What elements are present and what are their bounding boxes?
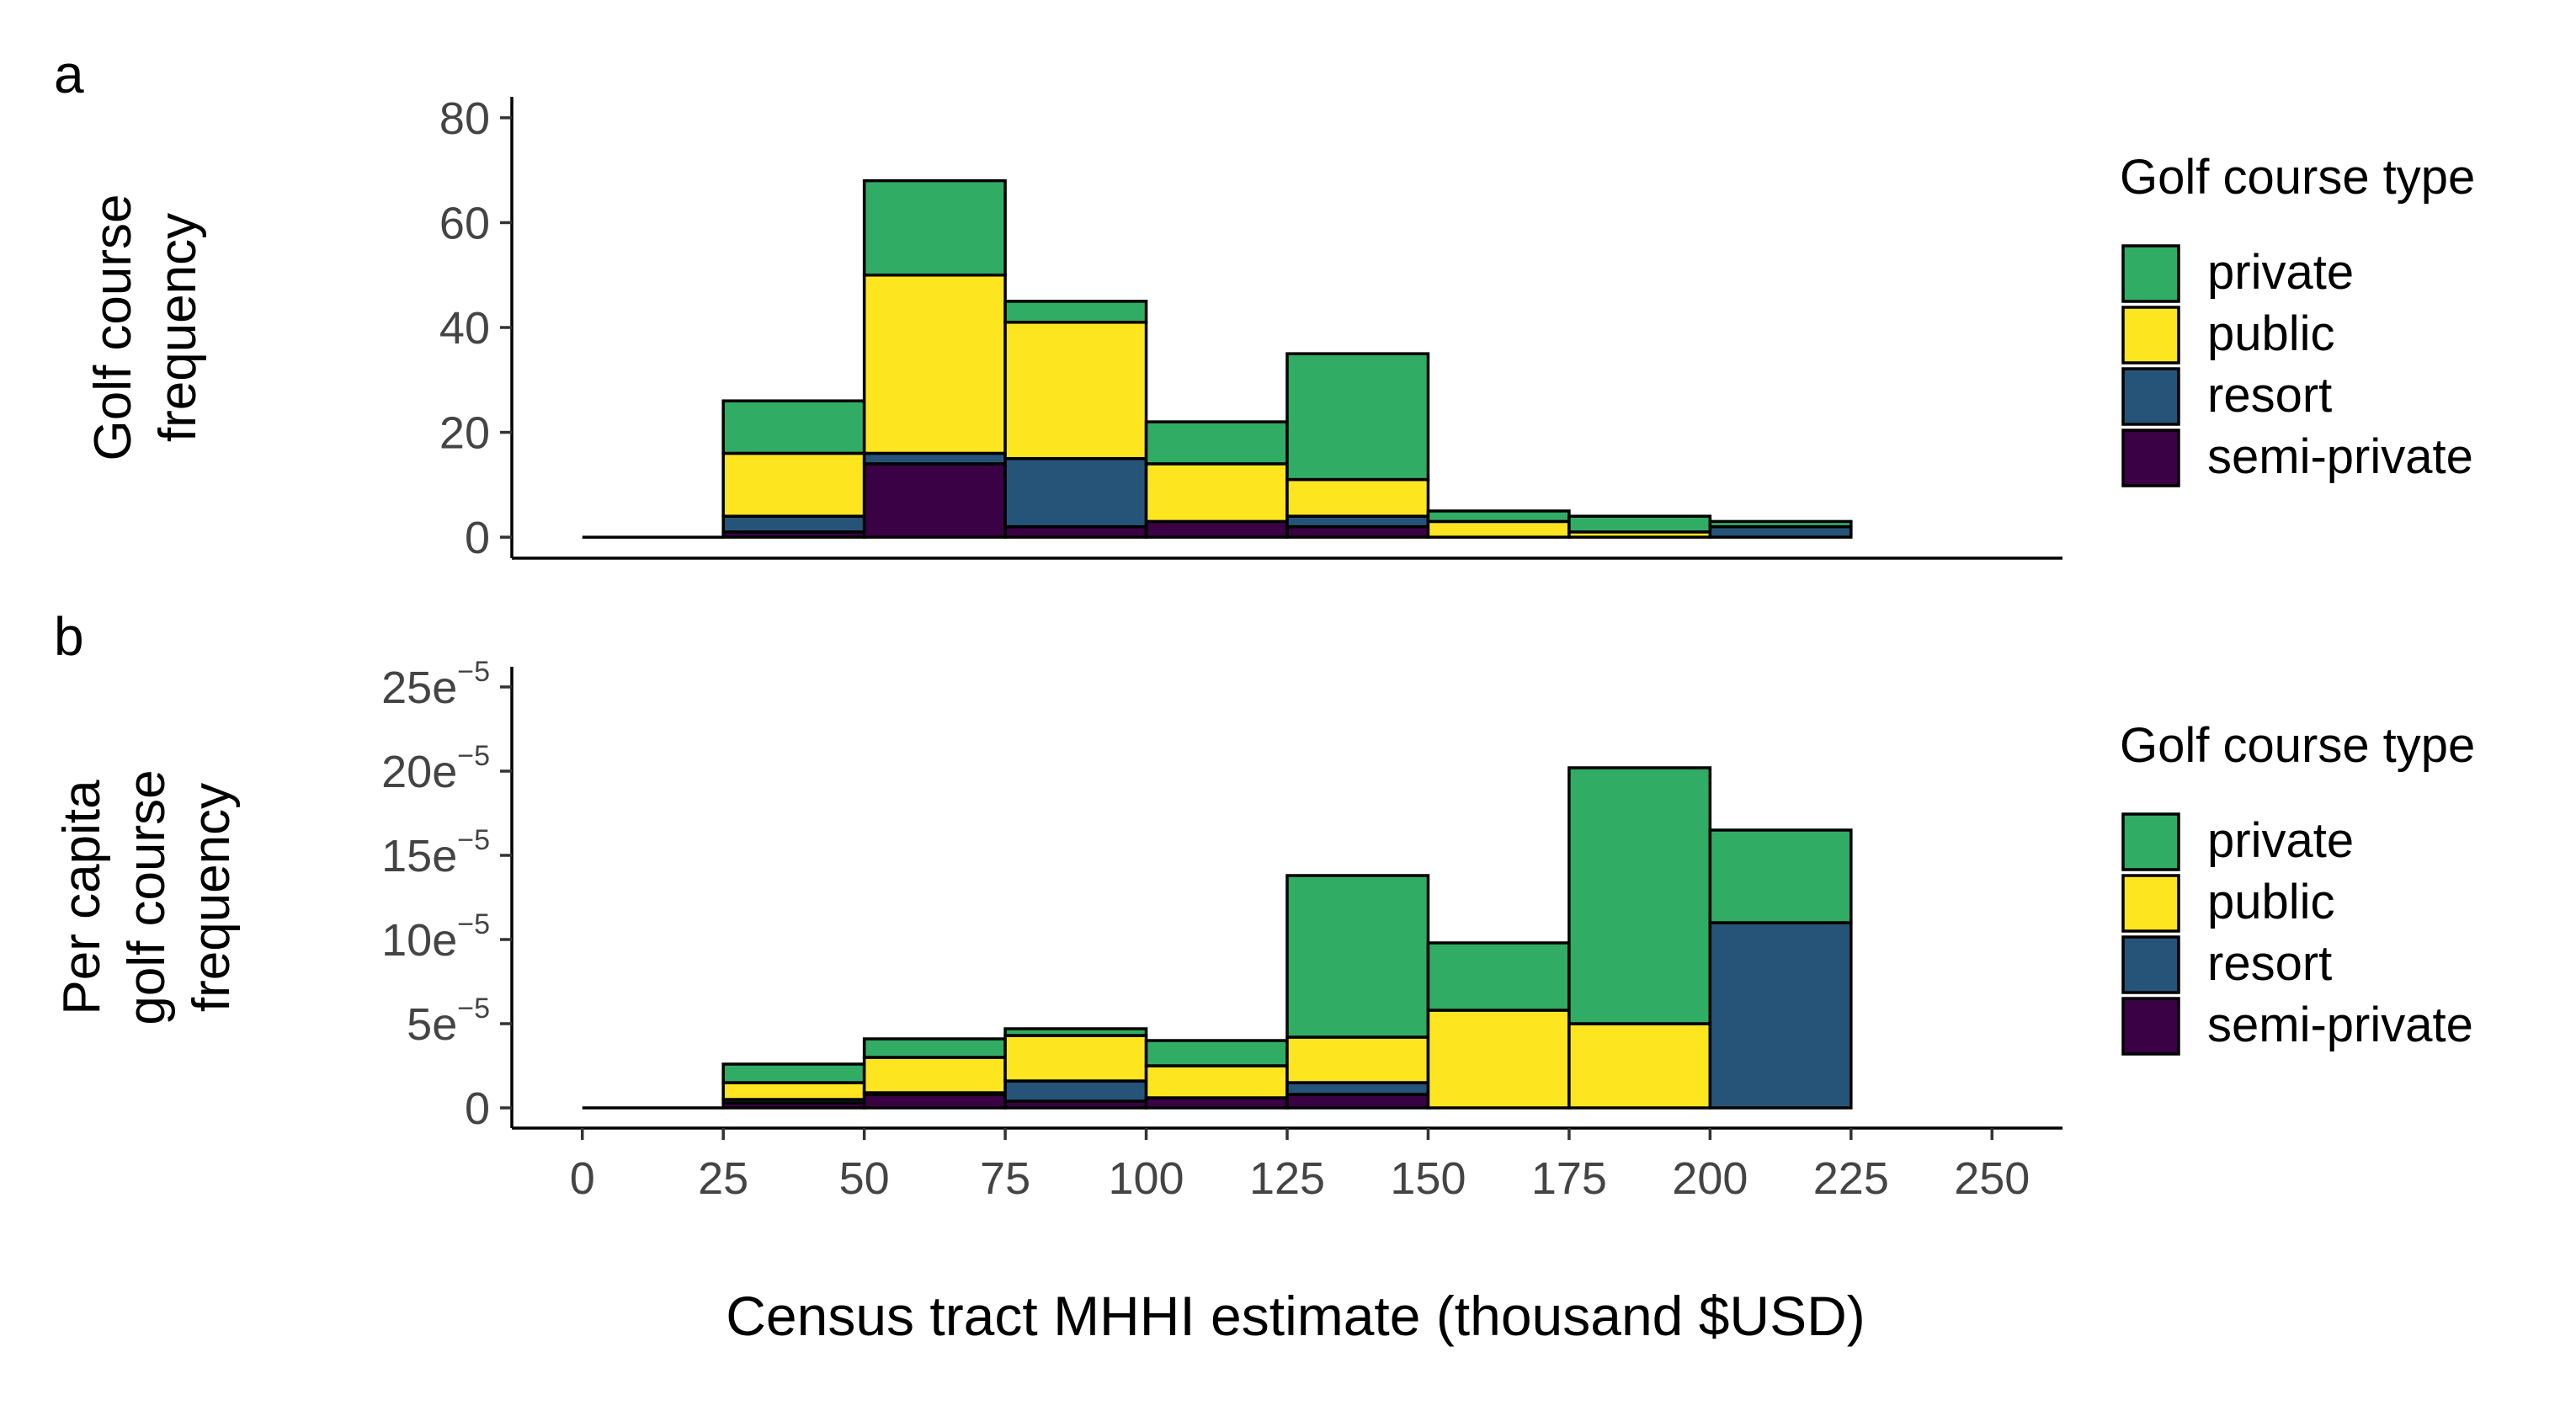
x-tick-label: 250	[1954, 1153, 2030, 1204]
legend-title: Golf course type	[2120, 718, 2475, 773]
bar-semi-private	[862, 462, 1007, 539]
x-tick-label: 175	[1531, 1153, 1607, 1204]
y-axis-label-line: Golf course	[84, 194, 142, 460]
x-tick-label: 0	[570, 1153, 595, 1204]
legend-swatch-private	[2121, 244, 2180, 303]
legend-swatch-resort	[2121, 367, 2180, 426]
bar-private	[1144, 1039, 1289, 1067]
bar-private	[1285, 874, 1430, 1039]
bar-private	[1285, 352, 1430, 482]
bar-public	[1003, 321, 1148, 460]
legend-label-public: public	[2207, 306, 2335, 361]
legend-swatch-semi-private	[2121, 997, 2180, 1056]
bar-private	[1567, 766, 1712, 1025]
y-tick-label: 10e−5	[381, 908, 490, 966]
bar-resort	[1708, 524, 1853, 539]
bar-public	[1426, 519, 1571, 539]
bar-public	[1567, 1022, 1712, 1110]
x-tick-label: 50	[839, 1153, 890, 1204]
panel-tag: a	[54, 44, 84, 104]
bar-private	[862, 1037, 1007, 1059]
legend-label-semi-private: semi-private	[2207, 998, 2473, 1052]
bar-resort	[862, 451, 1007, 466]
bar-private	[1144, 420, 1289, 466]
bar-private	[1708, 828, 1853, 924]
bar-resort	[1285, 514, 1430, 529]
y-tick-label: 60	[439, 198, 490, 248]
bar-public	[1144, 1064, 1289, 1099]
bar-private	[1426, 941, 1571, 1012]
y-axis-label-line: frequency	[149, 213, 207, 442]
legend-label-resort: resort	[2207, 368, 2332, 423]
bar-private	[1567, 514, 1712, 534]
legend-swatch-semi-private	[2121, 429, 2180, 487]
bar-private	[1003, 1027, 1148, 1037]
bar-resort	[721, 514, 866, 534]
legend-swatch-resort	[2121, 935, 2180, 994]
legend-label-public: public	[2207, 875, 2335, 929]
bar-resort	[1003, 456, 1148, 529]
bar-public	[1003, 1034, 1148, 1083]
x-tick-label: 25	[698, 1153, 748, 1204]
y-tick-label: 25e−5	[381, 656, 490, 713]
legend-label-private: private	[2207, 813, 2354, 868]
y-tick-label: 5e−5	[407, 993, 490, 1050]
bar-public	[862, 273, 1007, 455]
bar-resort	[1003, 1079, 1148, 1103]
legend: Golf course type private public resort semi-…	[2120, 718, 2475, 1056]
y-tick-label: 0	[465, 513, 490, 563]
x-axis-label: Census tract MHHI estimate (thousand $US…	[726, 1285, 1865, 1347]
legend-title: Golf course type	[2120, 150, 2475, 205]
legend-label-private: private	[2207, 245, 2354, 300]
y-tick-label: 20	[439, 408, 490, 459]
x-tick-label: 100	[1108, 1153, 1184, 1204]
y-axis-label-line: golf course	[118, 769, 176, 1025]
panel-tag: b	[54, 606, 84, 667]
legend: Golf course type private public resort semi-…	[2120, 150, 2475, 487]
bar-semi-private	[1285, 1093, 1430, 1110]
legend-label-semi-private: semi-private	[2207, 429, 2473, 484]
panel-b: b Per capita golf course frequency 0 5e−5 10e−…	[53, 606, 2475, 1347]
bar-private	[1003, 300, 1148, 324]
x-tick-label: 75	[980, 1153, 1030, 1204]
bar-semi-private	[1144, 1096, 1289, 1110]
y-tick-label: 40	[439, 303, 490, 354]
bar-resort	[1285, 1081, 1430, 1096]
y-tick-label: 20e−5	[381, 740, 490, 797]
bar-semi-private	[1144, 519, 1289, 539]
bar-public	[1144, 462, 1289, 524]
x-tick-label: 200	[1672, 1153, 1748, 1204]
bar-public	[1285, 1035, 1430, 1084]
legend-label-resort: resort	[2207, 936, 2332, 991]
x-tick-label: 125	[1249, 1153, 1325, 1204]
bar-semi-private	[862, 1093, 1007, 1110]
y-axis-label-line: frequency	[183, 783, 241, 1012]
bar-public	[721, 1081, 866, 1101]
bar-public	[1285, 477, 1430, 518]
bar-resort	[1708, 921, 1853, 1110]
legend-swatch-private	[2121, 812, 2180, 871]
bar-semi-private	[1285, 524, 1430, 539]
x-tick-label: 225	[1813, 1153, 1889, 1204]
bar-private	[862, 178, 1007, 277]
bar-public	[862, 1056, 1007, 1094]
bar-private	[1708, 519, 1853, 529]
x-tick-label: 150	[1390, 1153, 1466, 1204]
y-tick-label: 80	[439, 93, 490, 144]
y-axis-label-line: Per capita	[53, 780, 111, 1015]
bar-private	[1426, 509, 1571, 524]
bar-semi-private	[1003, 524, 1148, 539]
bar-public	[721, 451, 866, 518]
bar-private	[721, 1062, 866, 1084]
bar-private	[721, 399, 866, 455]
legend-swatch-public	[2121, 874, 2180, 933]
panel-a: a Golf course frequency 0 20 40 60 80 Golf cours…	[54, 44, 2475, 563]
bar-public	[1426, 1009, 1571, 1110]
y-tick-label: 15e−5	[381, 824, 490, 881]
y-tick-label: 0	[465, 1083, 490, 1134]
legend-swatch-public	[2121, 306, 2180, 365]
